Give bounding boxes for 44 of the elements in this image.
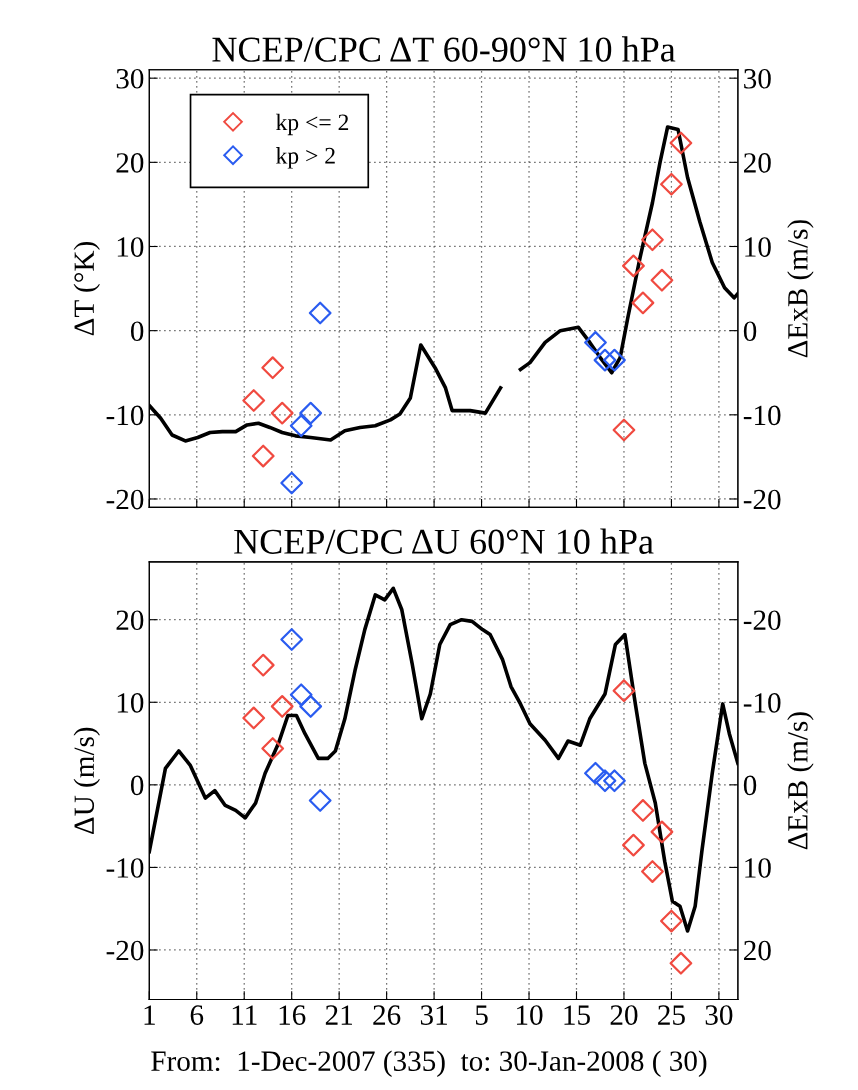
x-tick-label: 30 [705,1005,733,1025]
y2-tick-label: 0 [743,321,757,342]
y-tick-label: 10 [117,237,144,257]
x-tick-label: 31 [420,1005,447,1025]
x-tick-label: 20 [610,1005,638,1025]
y-tick-label: -10 [106,405,144,426]
y-axis-title: ΔU (m/s) [73,727,100,834]
y-tick-label: 0 [130,775,144,796]
x-tick-label: 15 [564,1005,590,1025]
x-tick-label: 5 [475,1005,488,1025]
y-tick-label: -20 [106,489,144,510]
text: From: 1-Dec-2007 (335) to: 30-Jan-2008 ( 30) [151,1050,707,1077]
x-tick-label: 10 [517,1005,543,1025]
y2-tick-label: 20 [744,940,771,961]
y2-tick-label: -10 [743,692,781,713]
y-tick-label: 0 [130,321,144,342]
y2-tick-label: 10 [745,858,771,878]
y2-tick-label: 0 [743,775,757,796]
y-tick-label: 20 [116,153,144,173]
x-tick-label: 26 [373,1005,401,1025]
y2-tick-label: -10 [743,405,781,426]
y2-axis-title: ΔExB (m/s) [787,712,814,850]
chart-title: NCEP/CPC ΔU 60°N 10 hPa [234,528,654,554]
x-tick-label: 11 [232,1005,257,1025]
y-axis-title: ΔT (°K) [73,242,100,336]
y-tick-label: 20 [116,610,144,631]
y2-axis-title: ΔExB (m/s) [787,220,814,358]
y2-tick-label: -20 [743,610,781,631]
y2-tick-label: 10 [745,237,771,257]
y-tick-label: -20 [106,940,144,961]
chart-title: NCEP/CPC ΔT 60-90°N 10 hPa [212,36,676,62]
y-tick-label: 30 [116,68,144,89]
y-tick-label: -10 [106,858,144,878]
x-tick-label: 6 [190,1005,204,1025]
y2-tick-label: 30 [744,68,771,89]
x-tick-label: 25 [658,1005,685,1025]
y2-tick-label: 20 [744,153,771,173]
legend-label: kp > 2 [275,147,335,169]
x-tick-label: 1 [144,1005,155,1025]
y-tick-label: 10 [117,692,144,713]
legend-label: kp <= 2 [275,113,349,136]
y2-tick-label: -20 [743,489,781,510]
x-tick-label: 16 [279,1005,306,1025]
x-tick-label: 21 [325,1005,352,1025]
